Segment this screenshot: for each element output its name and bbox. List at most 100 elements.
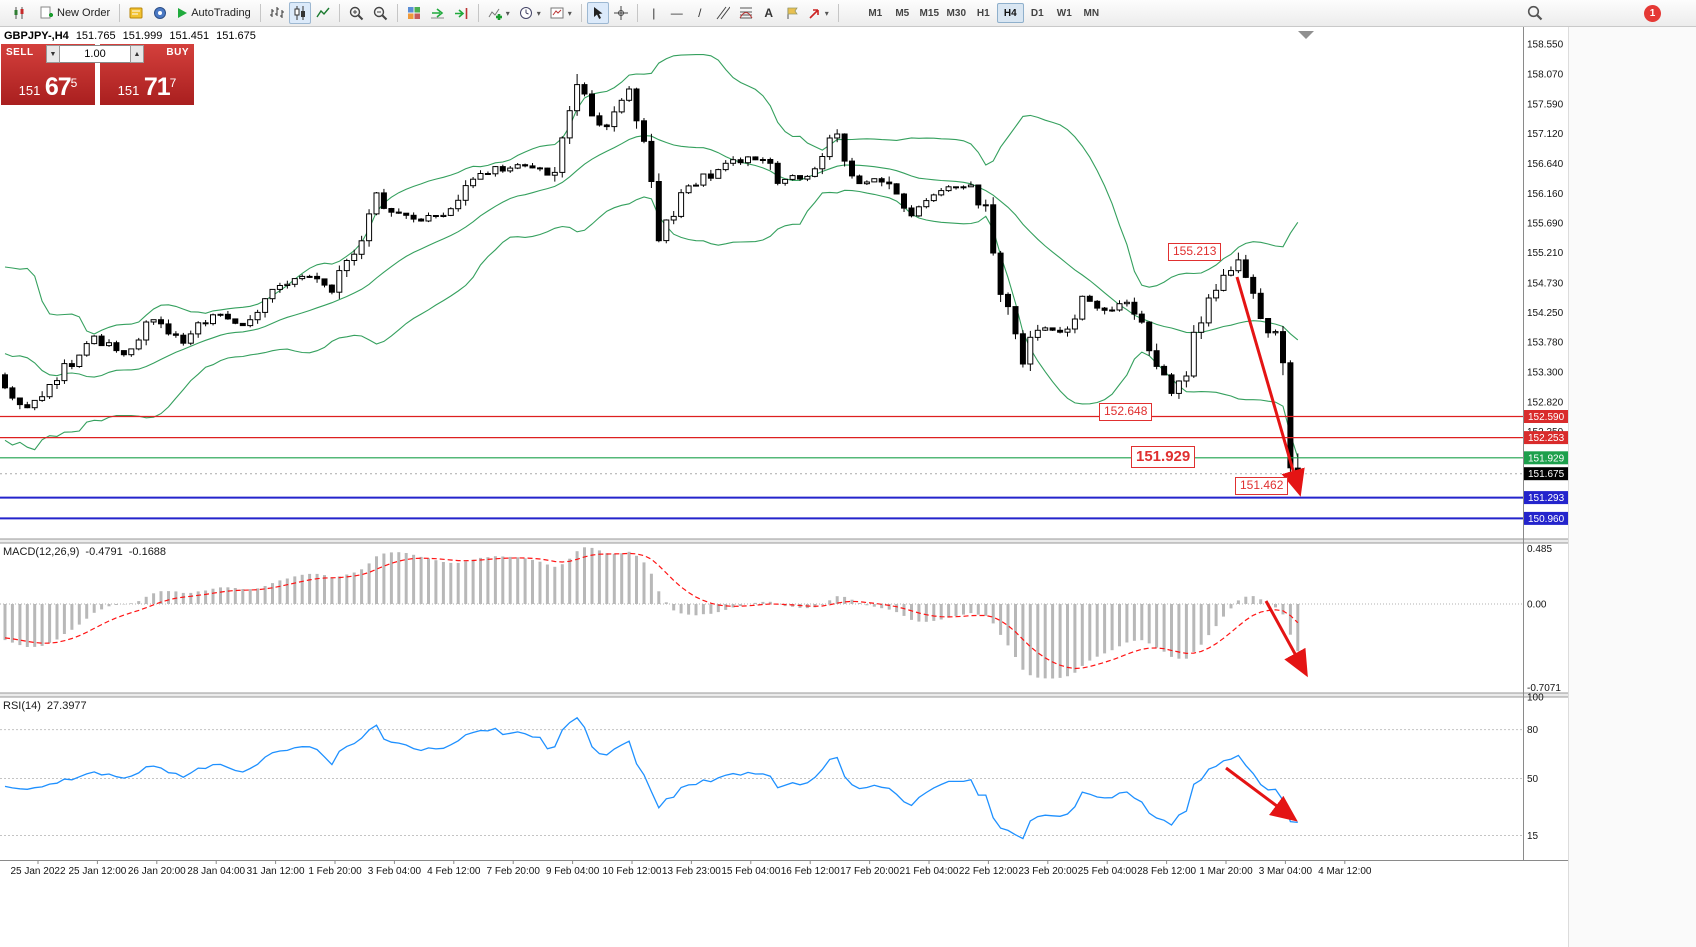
time-axis-label: 25 Jan 12:00 (68, 866, 126, 877)
channel-icon (716, 6, 730, 20)
price-tick-label: 156.640 (1527, 159, 1564, 170)
notifications-badge[interactable]: 1 (1644, 4, 1661, 22)
price-tick-label: 158.550 (1527, 40, 1564, 51)
macd-indicator-label: MACD(12,26,9) -0.4791 -0.1688 (3, 546, 166, 558)
new-order-button[interactable]: New Order (36, 2, 114, 24)
trend-arrow[interactable] (1264, 600, 1308, 678)
templates-icon (550, 7, 564, 19)
sell-label: SELL (6, 47, 34, 58)
chart-shift-marker[interactable] (1298, 31, 1314, 39)
sell-price-pip: 5 (70, 76, 78, 90)
bar-chart-button[interactable] (266, 2, 288, 24)
time-axis-label: 17 Feb 20:00 (840, 866, 899, 877)
volume-up-button[interactable]: ▲ (130, 45, 144, 63)
chart-shift-button[interactable] (450, 2, 473, 24)
sell-price-big: 67 (44, 73, 72, 101)
metaeditor-button[interactable] (125, 2, 148, 24)
rsi-axis-label: 50 (1527, 774, 1539, 785)
trendline-button[interactable]: / (689, 2, 711, 24)
timeframe-button-m30[interactable]: M30 (943, 3, 970, 23)
rsi-axis-label: 80 (1527, 725, 1539, 736)
auto-scroll-button[interactable] (426, 2, 449, 24)
text-label-button[interactable] (781, 2, 803, 24)
macd-signal-value: -0.1688 (128, 546, 167, 558)
dropdown-arrow-icon: ▾ (567, 8, 572, 18)
price-highlight-box (1524, 511, 1568, 525)
volume-down-button[interactable]: ▼ (46, 45, 60, 63)
timeframe-button-m5[interactable]: M5 (889, 3, 916, 23)
fibonacci-icon (739, 7, 753, 19)
vertical-line-button[interactable]: | (643, 2, 665, 24)
tile-windows-button[interactable] (403, 2, 425, 24)
price-tick-label: 153.300 (1527, 368, 1564, 379)
indicators-button[interactable]: ▾ (484, 2, 514, 24)
panel-separator[interactable] (0, 539, 1568, 543)
vertical-line-icon: | (652, 6, 656, 20)
time-axis-label: 15 Feb 04:00 (721, 866, 780, 877)
rsi-name: RSI(14) (3, 700, 41, 712)
toolbar-separator (119, 4, 121, 22)
timeframe-button-h4[interactable]: H4 (996, 3, 1024, 23)
time-axis-label: 28 Jan 04:00 (187, 866, 245, 877)
candlestick-chart-button[interactable] (288, 2, 311, 24)
time-axis-label: 9 Feb 04:00 (546, 866, 600, 877)
toolbar-separator (338, 4, 340, 22)
timeframe-button-h1[interactable]: H1 (970, 3, 997, 23)
arrows-button[interactable]: ▾ (804, 2, 833, 24)
time-axis-label: 13 Feb 23:00 (662, 866, 721, 877)
indicators-icon (488, 8, 502, 20)
timeframe-button-m15[interactable]: M15 (916, 3, 943, 23)
text-label-icon (787, 7, 798, 19)
options-icon (154, 7, 167, 19)
chart-canvas[interactable]: 158.550 158.070 157.590 157.120 156.640 156.1… (0, 27, 1568, 880)
ohlc-low: 151.451 (169, 30, 210, 42)
cursor-button[interactable] (586, 2, 609, 24)
ohlc-high: 151.999 (122, 30, 163, 42)
timeframe-toolbar: M1 M5 M15 M30 H1 H4 D1 W1 MN (862, 3, 1105, 23)
options-button[interactable] (149, 2, 171, 24)
time-axis-label: 25 Feb 04:00 (1078, 866, 1137, 877)
horizontal-line-icon: — (670, 6, 683, 20)
timeframe-button-m1[interactable]: M1 (862, 3, 889, 23)
search-icon (1527, 5, 1543, 21)
ohlc-close: 151.675 (216, 30, 256, 42)
trend-arrow[interactable] (1225, 766, 1298, 822)
new-order-icon (40, 6, 53, 19)
volume-input[interactable] (60, 45, 130, 63)
time-axis-label: 4 Mar 12:00 (1318, 866, 1372, 877)
autotrading-button[interactable]: AutoTrading (172, 2, 255, 24)
buy-price-pip: 7 (169, 76, 177, 90)
price-highlight-label: 151.675 (1528, 469, 1565, 480)
time-axis-label: 22 Feb 12:00 (959, 866, 1018, 877)
fibonacci-button[interactable] (735, 2, 757, 24)
search-button[interactable] (1523, 2, 1547, 24)
price-tick-label: 153.780 (1527, 338, 1564, 349)
timeframe-button-mn[interactable]: MN (1078, 3, 1105, 23)
chart-window: 158.550 158.070 157.590 157.120 156.640 156.1… (0, 27, 1568, 880)
toolbar-separator (837, 4, 839, 22)
ohlc-open: 151.765 (75, 30, 116, 42)
zoom-in-button[interactable] (345, 2, 368, 24)
price-label-annotation[interactable]: 152.648 (1099, 403, 1153, 421)
panel-separator[interactable] (0, 693, 1568, 697)
price-label-annotation[interactable]: 155.213 (1168, 243, 1222, 261)
templates-button[interactable]: ▾ (546, 2, 576, 24)
crosshair-button[interactable] (610, 2, 632, 24)
toolbar-separator (636, 4, 638, 22)
cursor-icon (593, 7, 603, 19)
trend-arrow[interactable] (1235, 276, 1305, 497)
time-axis-label: 28 Feb 12:00 (1137, 866, 1196, 877)
text-button[interactable]: A (758, 2, 780, 24)
periods-button[interactable]: ▾ (515, 2, 545, 24)
zoom-out-button[interactable] (369, 2, 392, 24)
line-chart-button[interactable] (312, 2, 334, 24)
price-highlight-label: 150.960 (1528, 514, 1565, 525)
price-label-annotation[interactable]: 151.462 (1235, 477, 1289, 495)
price-label-annotation[interactable]: 151.929 (1131, 446, 1196, 468)
channel-button[interactable] (712, 2, 734, 24)
timeframe-button-d1[interactable]: D1 (1024, 3, 1051, 23)
horizontal-line-button[interactable]: — (666, 2, 688, 24)
arrow-objects-icon (809, 8, 819, 19)
timeframe-button-w1[interactable]: W1 (1051, 3, 1078, 23)
autotrading-icon (178, 8, 188, 18)
